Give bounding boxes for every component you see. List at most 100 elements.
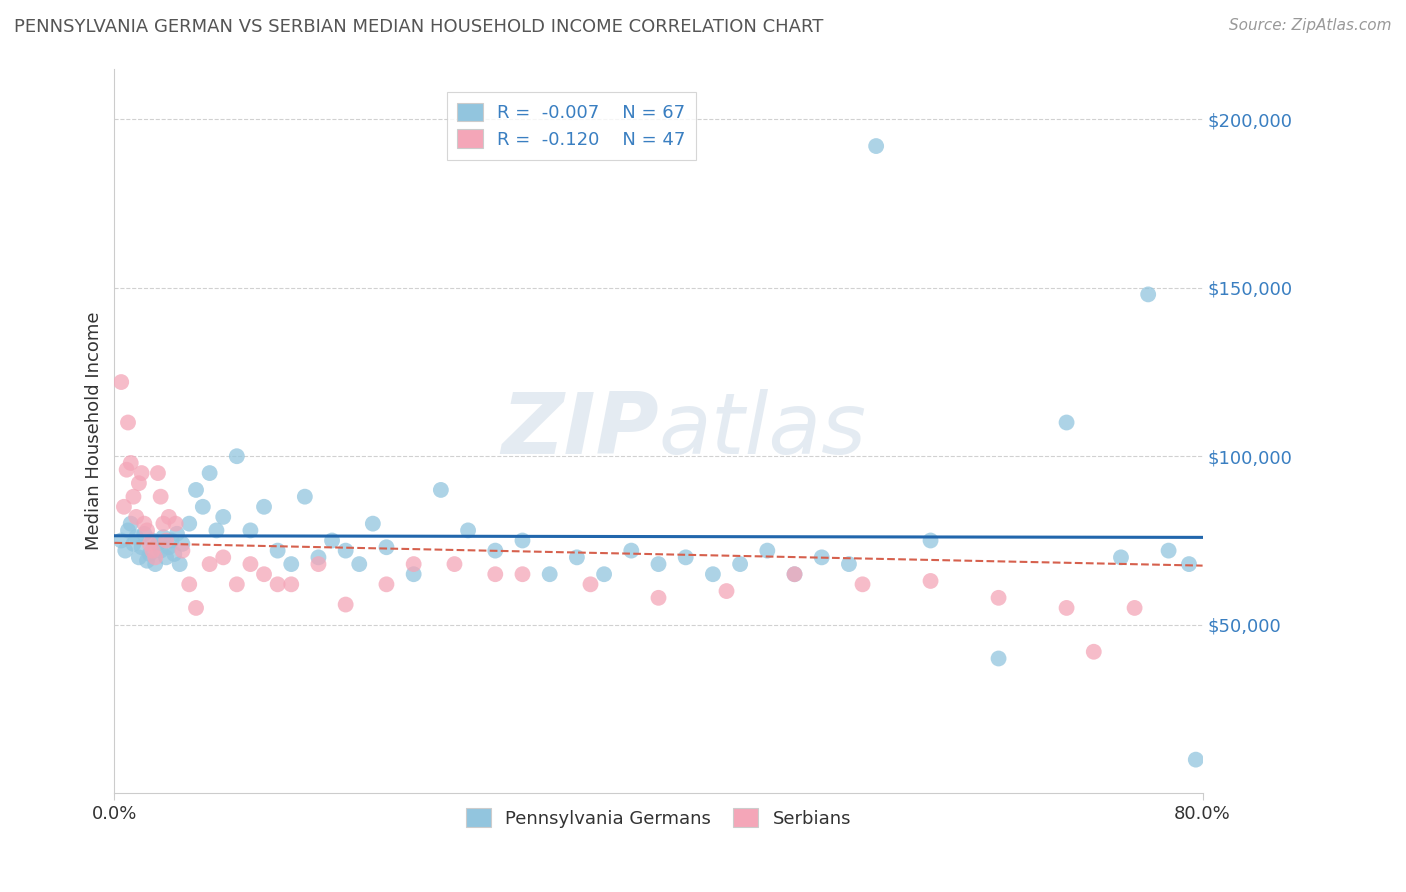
- Legend: Pennsylvania Germans, Serbians: Pennsylvania Germans, Serbians: [458, 801, 859, 835]
- Point: [172, 537, 194, 551]
- Point: [136, 524, 159, 538]
- Point: [184, 483, 207, 497]
- Point: [139, 537, 162, 551]
- Point: [430, 483, 453, 497]
- Point: [152, 530, 174, 544]
- Point: [114, 543, 136, 558]
- Point: [402, 567, 425, 582]
- Point: [110, 375, 132, 389]
- Point: [443, 557, 465, 571]
- Point: [184, 601, 207, 615]
- Point: [675, 550, 697, 565]
- Point: [361, 516, 384, 531]
- Point: [920, 533, 942, 548]
- Point: [212, 550, 235, 565]
- Point: [512, 567, 534, 582]
- Point: [191, 500, 214, 514]
- Point: [702, 567, 724, 582]
- Point: [253, 500, 276, 514]
- Text: PENNSYLVANIA GERMAN VS SERBIAN MEDIAN HOUSEHOLD INCOME CORRELATION CHART: PENNSYLVANIA GERMAN VS SERBIAN MEDIAN HO…: [14, 18, 824, 36]
- Point: [166, 526, 188, 541]
- Point: [125, 509, 148, 524]
- Point: [155, 550, 177, 565]
- Point: [179, 516, 201, 531]
- Point: [756, 543, 779, 558]
- Text: Source: ZipAtlas.com: Source: ZipAtlas.com: [1229, 18, 1392, 33]
- Point: [375, 577, 398, 591]
- Point: [783, 567, 806, 582]
- Point: [565, 550, 588, 565]
- Point: [239, 557, 262, 571]
- Point: [146, 466, 169, 480]
- Point: [457, 524, 479, 538]
- Point: [131, 541, 153, 555]
- Point: [172, 543, 194, 558]
- Point: [239, 524, 262, 538]
- Point: [212, 509, 235, 524]
- Point: [1123, 601, 1146, 615]
- Point: [141, 543, 163, 558]
- Point: [120, 456, 142, 470]
- Point: [321, 533, 343, 548]
- Point: [307, 557, 329, 571]
- Point: [280, 557, 302, 571]
- Point: [143, 550, 166, 565]
- Point: [851, 577, 873, 591]
- Point: [1056, 416, 1078, 430]
- Point: [179, 577, 201, 591]
- Point: [335, 543, 357, 558]
- Point: [484, 567, 506, 582]
- Point: [143, 557, 166, 571]
- Point: [266, 577, 288, 591]
- Point: [294, 490, 316, 504]
- Point: [115, 463, 138, 477]
- Point: [134, 526, 156, 541]
- Point: [1109, 550, 1132, 565]
- Point: [225, 577, 247, 591]
- Point: [920, 574, 942, 588]
- Point: [349, 557, 371, 571]
- Point: [647, 557, 669, 571]
- Point: [253, 567, 276, 582]
- Point: [335, 598, 357, 612]
- Point: [149, 543, 172, 558]
- Point: [163, 547, 186, 561]
- Point: [131, 466, 153, 480]
- Point: [141, 533, 163, 548]
- Point: [110, 533, 132, 548]
- Point: [838, 557, 860, 571]
- Point: [134, 516, 156, 531]
- Point: [165, 516, 187, 531]
- Point: [1184, 753, 1206, 767]
- Point: [117, 416, 139, 430]
- Point: [169, 557, 191, 571]
- Point: [1157, 543, 1180, 558]
- Point: [266, 543, 288, 558]
- Point: [280, 577, 302, 591]
- Point: [783, 567, 806, 582]
- Text: atlas: atlas: [658, 390, 866, 473]
- Point: [139, 547, 162, 561]
- Point: [120, 516, 142, 531]
- Point: [157, 509, 180, 524]
- Point: [225, 449, 247, 463]
- Point: [205, 524, 228, 538]
- Point: [593, 567, 616, 582]
- Point: [160, 533, 183, 548]
- Point: [987, 591, 1010, 605]
- Point: [538, 567, 561, 582]
- Point: [810, 550, 832, 565]
- Point: [375, 541, 398, 555]
- Point: [512, 533, 534, 548]
- Point: [149, 490, 172, 504]
- Point: [647, 591, 669, 605]
- Point: [128, 476, 150, 491]
- Point: [198, 557, 221, 571]
- Point: [1083, 645, 1105, 659]
- Point: [125, 530, 148, 544]
- Point: [146, 537, 169, 551]
- Point: [152, 516, 174, 531]
- Point: [128, 550, 150, 565]
- Point: [122, 537, 145, 551]
- Point: [155, 533, 177, 548]
